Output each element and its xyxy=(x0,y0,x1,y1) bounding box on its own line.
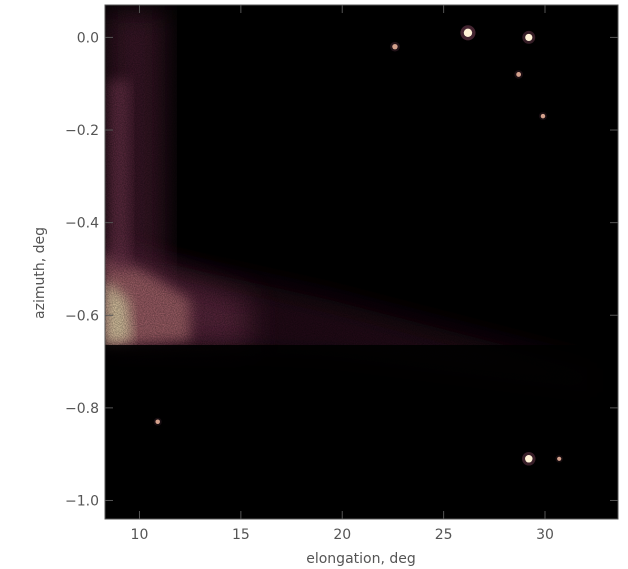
star-point xyxy=(155,419,160,425)
y-axis: 0.0 −0.2 −0.4 −0.6 −0.8 −1.0 xyxy=(65,30,618,509)
y-tick-label: 0.0 xyxy=(77,30,99,46)
star-point xyxy=(463,28,473,37)
star-point xyxy=(392,43,398,50)
y-tick-label: −0.6 xyxy=(65,308,99,324)
star-point xyxy=(525,455,533,463)
x-tick-label: 30 xyxy=(536,527,554,543)
x-tick-label: 15 xyxy=(232,527,250,543)
star-point xyxy=(540,113,546,119)
star-points xyxy=(153,25,563,466)
y-tick-label: −0.8 xyxy=(65,401,99,417)
y-tick-label: −0.2 xyxy=(65,123,99,139)
heatmap-glow xyxy=(105,5,618,519)
y-tick-label: −1.0 xyxy=(65,493,99,509)
x-tick-label: 10 xyxy=(131,527,149,543)
noise-grain xyxy=(105,5,618,519)
x-tick-label: 25 xyxy=(435,527,453,543)
plot-area xyxy=(105,5,618,519)
x-axis-title: elongation, deg xyxy=(306,551,416,567)
star-point xyxy=(525,33,533,42)
star-point xyxy=(516,72,522,77)
x-tick-label: 20 xyxy=(333,527,351,543)
x-axis: 10 15 20 25 30 xyxy=(131,5,554,543)
y-tick-label: −0.4 xyxy=(65,216,99,232)
star-point xyxy=(557,456,562,461)
y-axis-title: azimuth, deg xyxy=(32,227,48,319)
plot-frame xyxy=(104,4,619,520)
